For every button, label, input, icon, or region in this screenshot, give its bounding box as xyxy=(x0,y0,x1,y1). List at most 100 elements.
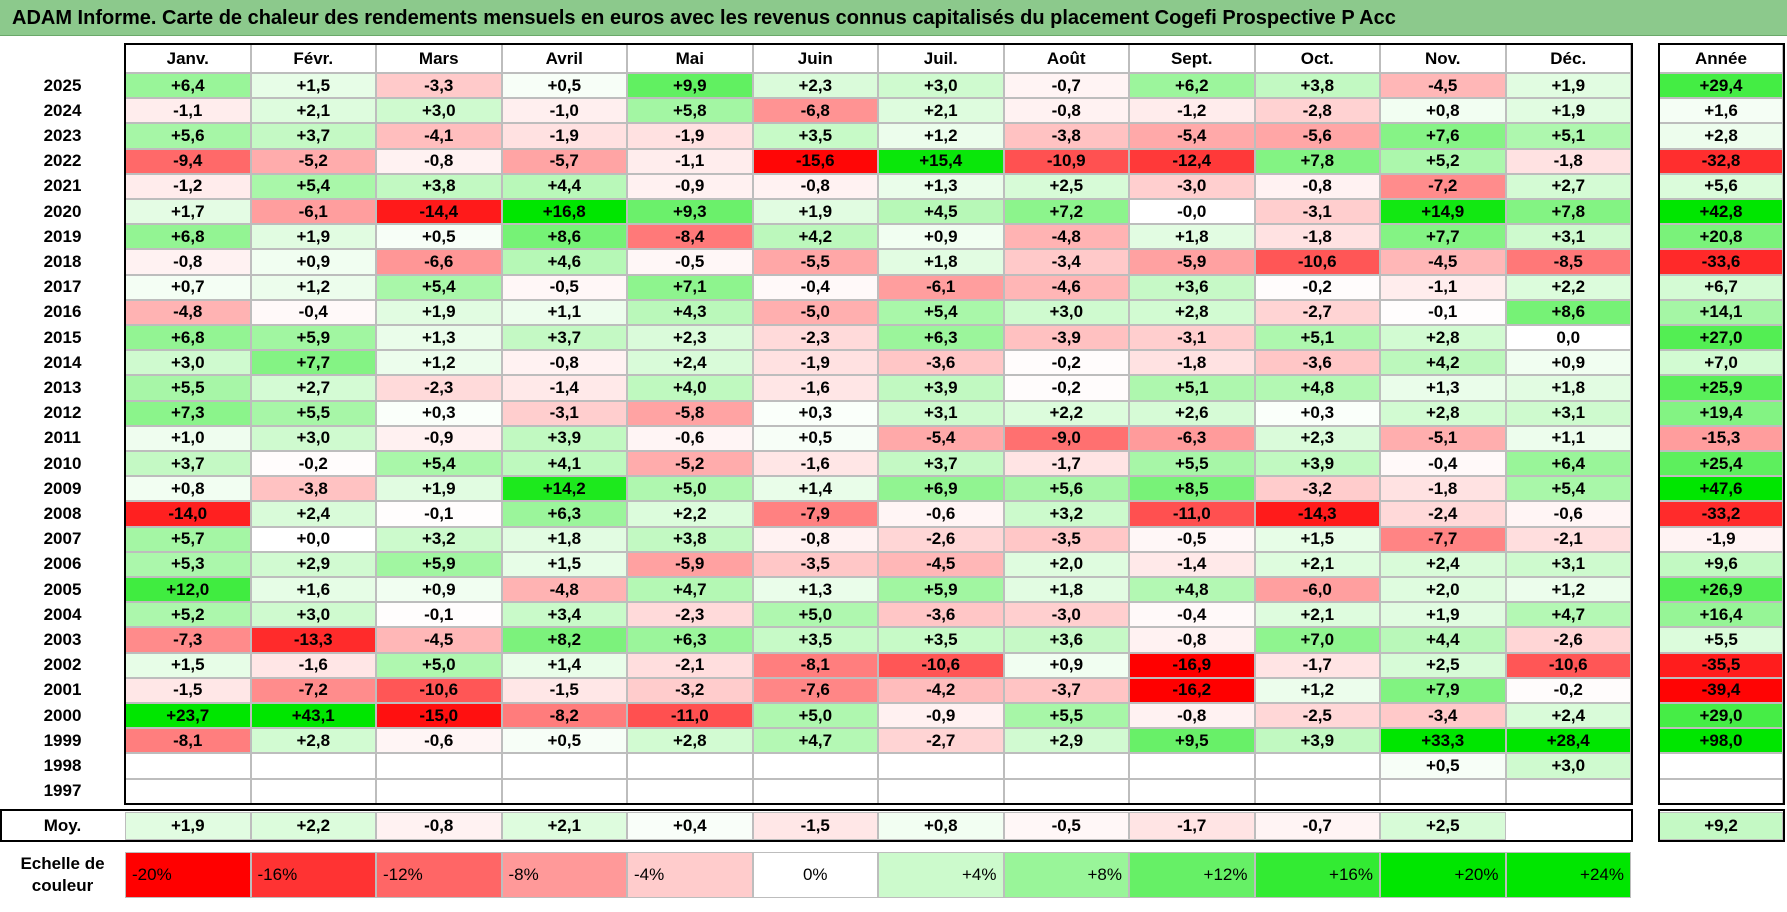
heatmap-cell: +2,4 xyxy=(250,501,376,527)
color-scale-step: +20% xyxy=(1380,852,1506,898)
year-label: 2010 xyxy=(43,453,82,473)
heatmap-cell: +5,5 xyxy=(1129,451,1255,477)
color-scale-step: -12% xyxy=(376,852,502,898)
heatmap-cell: -0,8 xyxy=(501,350,627,376)
heatmap-cell: -16,9 xyxy=(1129,652,1255,678)
heatmap-cell: +5,3 xyxy=(125,551,251,577)
heatmap-cell: -4,1 xyxy=(376,123,502,149)
heatmap-cell: +2,2 xyxy=(627,501,753,527)
heatmap-cell: +7,3 xyxy=(125,400,251,426)
heatmap-cell: +3,7 xyxy=(501,325,627,351)
heatmap-cell: +7,8 xyxy=(1505,199,1631,225)
heatmap-cell: -15,6 xyxy=(752,148,878,174)
heatmap-cell: -7,2 xyxy=(1380,173,1506,199)
heatmap-cell: +2,8 xyxy=(250,728,376,754)
color-scale-step: +12% xyxy=(1129,852,1255,898)
heatmap-cell: +0,5 xyxy=(752,425,878,451)
heatmap-cell: -10,6 xyxy=(878,652,1004,678)
heatmap-cell: +1,2 xyxy=(376,350,502,376)
heatmap-cell: +0,7 xyxy=(125,274,251,300)
heatmap-cell: +23,7 xyxy=(125,703,251,729)
color-scale-step: +4% xyxy=(878,852,1004,898)
year-label: 2019 xyxy=(43,226,82,246)
month-header: Nov. xyxy=(1380,44,1506,73)
heatmap-cell: -5,6 xyxy=(1254,123,1380,149)
annual-cell: +47,6 xyxy=(1659,476,1783,502)
heatmap-cell: -0,2 xyxy=(250,451,376,477)
heatmap-cell: +5,6 xyxy=(1003,476,1129,502)
heatmap-cell: -0,8 xyxy=(125,249,251,275)
year-label: 2011 xyxy=(44,428,81,448)
heatmap-cell: +3,9 xyxy=(501,425,627,451)
heatmap-cell: -7,9 xyxy=(752,501,878,527)
month-header: Avril xyxy=(501,44,627,73)
heatmap-cell: -0,8 xyxy=(1254,173,1380,199)
heatmap-cell: +5,4 xyxy=(376,451,502,477)
heatmap-cell: +1,8 xyxy=(1003,577,1129,603)
heatmap-cell: -2,1 xyxy=(1505,526,1631,552)
heatmap-cell: +5,4 xyxy=(376,274,502,300)
heatmap-cell: -2,3 xyxy=(376,375,502,401)
annual-cell xyxy=(1659,778,1783,804)
heatmap-cell: +9,9 xyxy=(627,73,753,99)
heatmap-cell: -0,1 xyxy=(376,602,502,628)
heatmap-cell: +6,9 xyxy=(878,476,1004,502)
heatmap-cell: -10,6 xyxy=(1505,652,1631,678)
annual-cell: +26,9 xyxy=(1659,577,1783,603)
average-cell: -0,5 xyxy=(1003,812,1129,840)
year-label: 2022 xyxy=(43,151,82,171)
color-scale-step: -20% xyxy=(125,852,251,898)
heatmap-cell: -0,8 xyxy=(752,526,878,552)
heatmap-cell xyxy=(376,778,502,804)
heatmap-cell xyxy=(752,778,878,804)
annual-cell xyxy=(1659,753,1783,779)
heatmap-cell: +3,0 xyxy=(125,350,251,376)
heatmap-cell: +2,6 xyxy=(1129,400,1255,426)
heatmap-cell: -10,6 xyxy=(376,677,502,703)
heatmap-cell xyxy=(125,778,251,804)
heatmap-cell: +5,0 xyxy=(752,703,878,729)
heatmap-cell: -0,8 xyxy=(752,173,878,199)
heatmap-cell: -2,3 xyxy=(627,602,753,628)
heatmap-cell: +3,2 xyxy=(1003,501,1129,527)
heatmap-cell: +5,0 xyxy=(627,476,753,502)
heatmap-cell: +7,8 xyxy=(1254,148,1380,174)
heatmap-cell: +2,7 xyxy=(1505,173,1631,199)
heatmap-cell: -3,5 xyxy=(1003,526,1129,552)
heatmap-cell: +15,4 xyxy=(878,148,1004,174)
heatmap-cell: +3,8 xyxy=(376,173,502,199)
heatmap-cell: +0,9 xyxy=(1003,652,1129,678)
heatmap-cell: +4,1 xyxy=(501,451,627,477)
heatmap-cell: -0,9 xyxy=(878,703,1004,729)
heatmap-cell: -5,2 xyxy=(627,451,753,477)
heatmap-cell: -1,4 xyxy=(501,375,627,401)
heatmap-cell: -3,4 xyxy=(1380,703,1506,729)
heatmap-cell: +5,1 xyxy=(1129,375,1255,401)
month-header: Mars xyxy=(376,44,502,73)
heatmap-cell: +5,5 xyxy=(250,400,376,426)
heatmap-cell: -1,8 xyxy=(1505,148,1631,174)
year-label: 2001 xyxy=(43,680,82,700)
year-label: 2007 xyxy=(43,529,82,549)
heatmap-cell: +2,1 xyxy=(1254,551,1380,577)
annual-cell: +9,6 xyxy=(1659,551,1783,577)
heatmap-cell xyxy=(752,753,878,779)
heatmap-cell: +7,2 xyxy=(1003,199,1129,225)
annual-cell: +2,8 xyxy=(1659,123,1783,149)
heatmap-cell: -7,3 xyxy=(125,627,251,653)
heatmap-cell: +3,9 xyxy=(878,375,1004,401)
heatmap-cell: +0,3 xyxy=(376,400,502,426)
heatmap-cell: -4,5 xyxy=(1380,73,1506,99)
annual-cell: +6,7 xyxy=(1659,274,1783,300)
heatmap-cell: +4,7 xyxy=(752,728,878,754)
heatmap-cell: +14,9 xyxy=(1380,199,1506,225)
heatmap-cell: -1,6 xyxy=(752,451,878,477)
heatmap-cell xyxy=(1254,778,1380,804)
heatmap-cell: +3,1 xyxy=(1505,224,1631,250)
heatmap-cell: +33,3 xyxy=(1380,728,1506,754)
color-scale-step: +16% xyxy=(1254,852,1380,898)
heatmap-cell: -7,7 xyxy=(1380,526,1506,552)
heatmap-cell: -15,0 xyxy=(376,703,502,729)
heatmap-cell: +14,2 xyxy=(501,476,627,502)
heatmap-cell: +0,9 xyxy=(1505,350,1631,376)
